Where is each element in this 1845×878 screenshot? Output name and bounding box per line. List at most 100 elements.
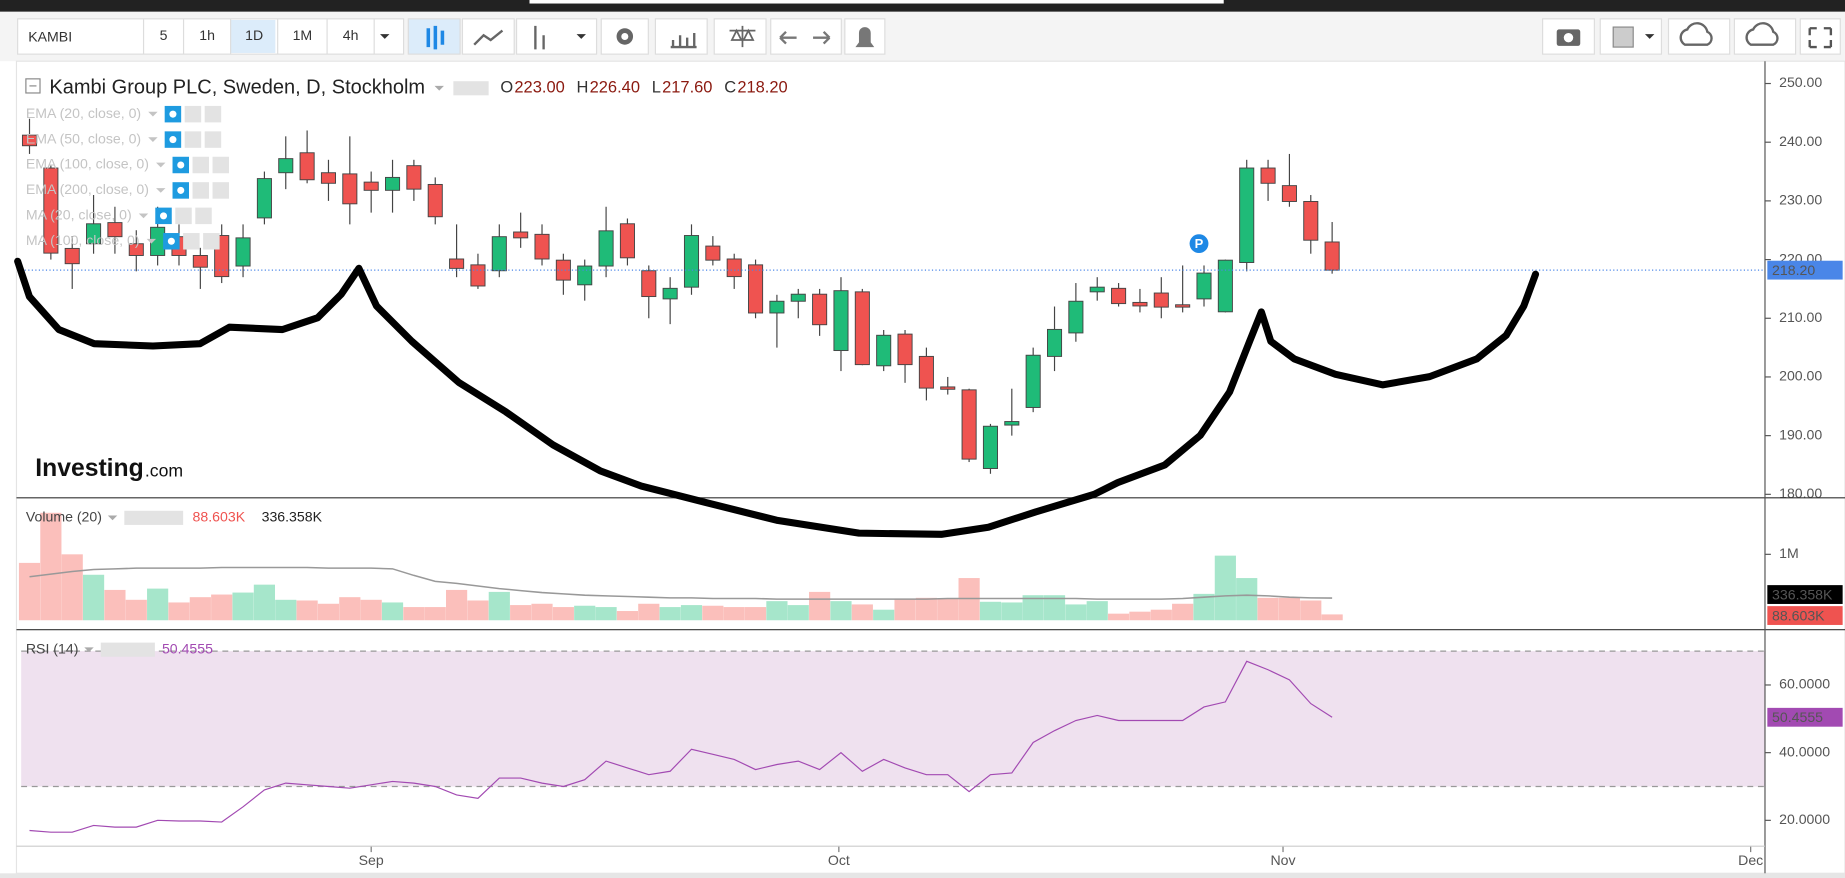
interval-button[interactable]: 1h <box>199 27 215 43</box>
volume-bar <box>1107 613 1130 621</box>
candle-body <box>278 158 294 174</box>
indicator-remove[interactable] <box>203 233 220 250</box>
y-tick-label: 1M <box>1779 545 1799 561</box>
candle-body <box>662 287 678 300</box>
candle-body <box>1153 292 1169 308</box>
volume-bar <box>723 607 745 621</box>
volume-bar <box>125 599 147 621</box>
indicator-settings[interactable] <box>175 207 192 225</box>
indicator-label: EMA (200, close, 0) <box>26 181 149 197</box>
indicator-settings[interactable] <box>183 233 200 250</box>
candle-body <box>1111 287 1127 305</box>
volume-bar <box>403 607 425 621</box>
logo-suffix: .com <box>145 461 183 481</box>
toolbar-dividers <box>142 18 375 55</box>
candle-body <box>812 293 828 326</box>
toolbar-buttons[interactable] <box>380 18 1841 55</box>
y-tick-label: 210.00 <box>1779 309 1822 325</box>
indicator-settings[interactable] <box>192 182 210 199</box>
indicator-remove[interactable] <box>212 182 230 199</box>
ohlc-prefix: L <box>652 79 661 97</box>
volume-bar <box>894 598 916 621</box>
volume-bar <box>937 598 959 621</box>
volume-bar <box>595 607 617 621</box>
volume-bar <box>360 599 382 621</box>
y-tick-label: 240.00 <box>1779 133 1822 149</box>
y-tick-label: 40.0000 <box>1779 743 1830 759</box>
volume-bar <box>702 605 724 621</box>
interval-button[interactable]: 4h <box>343 27 359 43</box>
symbol-input[interactable]: KAMBI <box>28 28 72 44</box>
indicator-label: MA (20, close, 0) <box>26 207 132 223</box>
y-tick-label: 60.0000 <box>1779 676 1830 692</box>
rsi-value: 50.4555 <box>162 640 213 656</box>
indicator-remove[interactable] <box>204 105 222 123</box>
candle-body <box>726 258 742 278</box>
volume-bar <box>638 603 660 621</box>
candle-body <box>982 425 998 469</box>
candle-body <box>555 259 571 281</box>
volume-bar <box>488 591 510 621</box>
volume-bar <box>317 603 340 621</box>
candle-body <box>86 223 102 245</box>
indicator-remove[interactable] <box>195 207 212 225</box>
candle-body <box>1196 272 1212 300</box>
volume-value: 88.603K <box>193 509 246 525</box>
interval-button[interactable]: 1D <box>245 27 263 43</box>
candle-body <box>1068 300 1084 334</box>
candle-body <box>385 176 401 191</box>
volume-bar <box>424 607 446 621</box>
volume-bar <box>189 597 211 621</box>
indicator-eye-dot <box>159 212 168 220</box>
candle-body <box>320 172 337 184</box>
volume-bar <box>82 574 105 621</box>
candle-body <box>683 235 700 288</box>
volume-bar <box>744 607 767 621</box>
volume-bar <box>787 605 809 621</box>
indicator-remove[interactable] <box>212 156 230 174</box>
interval-button[interactable]: 1M <box>293 27 313 43</box>
volume-bar <box>574 605 596 621</box>
candle-body <box>192 254 208 268</box>
indicator-label: EMA (100, close, 0) <box>26 156 149 172</box>
candle-body <box>705 245 721 261</box>
candle-body <box>256 178 272 219</box>
price-tag <box>1767 707 1843 727</box>
ohlc-value: 226.40 <box>590 79 640 97</box>
candle-body <box>1239 167 1255 263</box>
y-tick-label: 200.00 <box>1779 368 1822 384</box>
candle-body <box>577 265 593 286</box>
volume-bar <box>339 597 361 621</box>
plot: 180.00190.00200.00210.00220.00230.00240.… <box>16 61 1845 874</box>
candle-body <box>470 264 486 287</box>
indicator-settings[interactable] <box>192 156 210 174</box>
candle-body <box>1281 185 1297 202</box>
volume-bar <box>1193 593 1215 621</box>
search-bar <box>529 0 1224 4</box>
interval-button[interactable]: 5 <box>160 27 168 43</box>
candle-body <box>299 152 315 181</box>
indicator-dropdown <box>156 162 166 168</box>
chart-title: Kambi Group PLC, Sweden, D, Stockholm <box>49 77 425 99</box>
volume-bar <box>1001 602 1023 621</box>
candle-body <box>1132 301 1148 307</box>
volume-bar <box>531 603 553 621</box>
collapse-box[interactable] <box>25 78 41 94</box>
ohlc-prefix: C <box>724 79 736 97</box>
candle-body <box>876 334 892 367</box>
volume-ma-line <box>29 566 1333 600</box>
indicator-eye-dot <box>169 110 177 118</box>
candle-body <box>1217 259 1233 313</box>
indicator-settings[interactable] <box>184 105 202 123</box>
marker-icon[interactable] <box>1189 234 1209 254</box>
indicator-settings[interactable] <box>184 131 202 148</box>
volume-bar <box>296 600 318 621</box>
indicator-eye-dot <box>169 136 177 144</box>
title-icons <box>453 81 489 96</box>
volume-bar <box>1065 604 1087 621</box>
volume-bar <box>18 562 41 621</box>
volume-bar <box>232 592 254 621</box>
marker-label: P <box>1195 236 1204 251</box>
indicator-remove[interactable] <box>204 131 222 148</box>
ohlc-value: 218.20 <box>737 79 787 97</box>
